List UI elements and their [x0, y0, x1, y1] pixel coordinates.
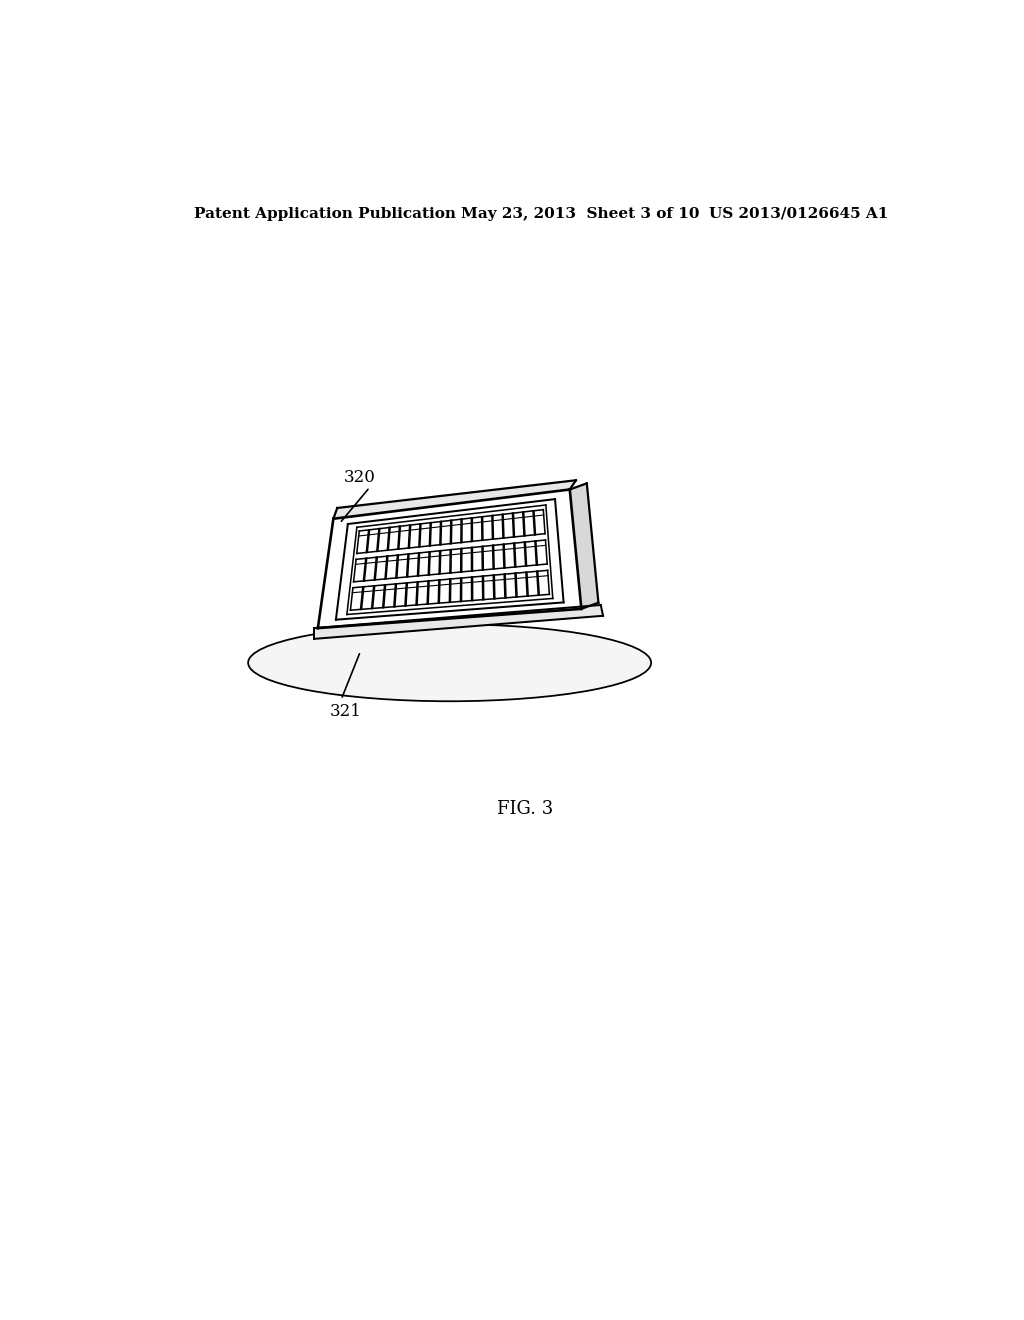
Polygon shape [334, 480, 575, 519]
Text: Patent Application Publication: Patent Application Publication [194, 207, 456, 220]
Text: US 2013/0126645 A1: US 2013/0126645 A1 [710, 207, 889, 220]
Polygon shape [314, 605, 603, 639]
Ellipse shape [248, 624, 651, 701]
Polygon shape [317, 490, 582, 628]
Polygon shape [569, 483, 598, 609]
Text: 320: 320 [343, 470, 376, 487]
Text: 321: 321 [330, 702, 361, 719]
Text: FIG. 3: FIG. 3 [497, 800, 553, 818]
Text: May 23, 2013  Sheet 3 of 10: May 23, 2013 Sheet 3 of 10 [461, 207, 699, 220]
